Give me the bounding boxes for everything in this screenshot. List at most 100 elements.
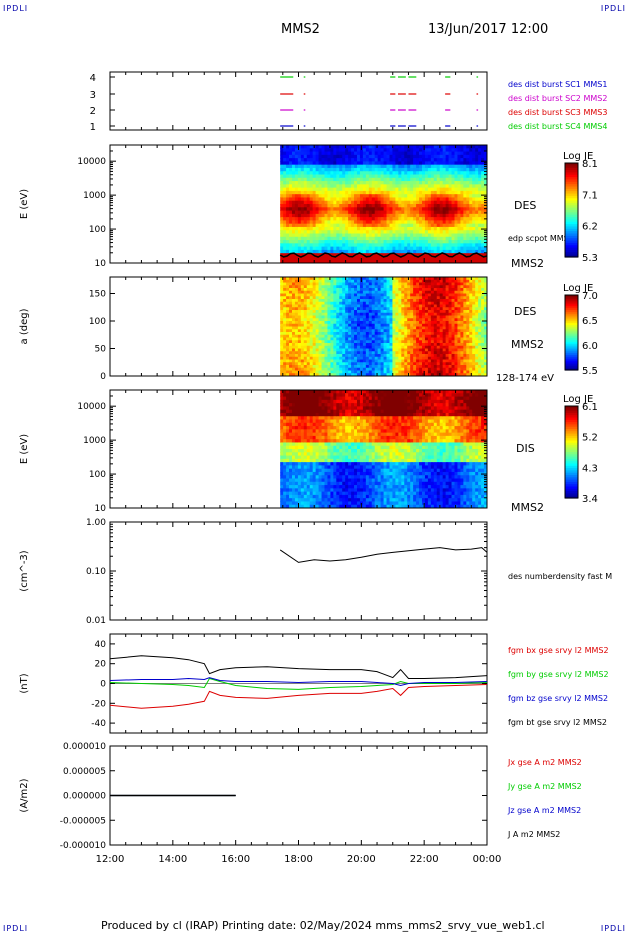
spectrogram-cell [481,249,485,254]
spectrogram-cell [392,177,396,182]
colorbar-cell [565,195,578,199]
spectrogram-cell [324,220,328,225]
spectrogram-cell [289,315,293,319]
spectrogram-cell [371,343,376,347]
spectrogram-cell [336,223,340,228]
spectrogram-cell [398,277,402,281]
spectrogram-cell [389,321,393,325]
spectrogram-cell [436,171,441,175]
spectrogram-cell [383,249,388,254]
spectrogram-cell [289,148,293,153]
spectrogram-cell [454,334,458,338]
spectrogram-cell [362,293,367,297]
spectrogram-cell [289,367,293,371]
spectrogram-cell [321,299,325,303]
spectrogram-cell [436,370,441,374]
spectrogram-cell [315,207,320,212]
spectrogram-cell [280,158,284,162]
spectrogram-cell [430,337,435,341]
spectrogram-cell [442,217,447,221]
spectrogram-cell [312,210,317,215]
spectrogram-cell [451,312,455,316]
spectrogram-cell [389,288,393,292]
spectrogram-cell [410,373,414,377]
colorbar-cell [565,252,578,256]
spectrogram-cell [354,164,358,169]
spectrogram-cell [306,164,311,169]
spectrogram-cell [333,210,337,215]
spectrogram-cell [421,329,426,333]
spectrogram-cell [303,233,308,238]
spectrogram-cell [333,174,337,179]
spectrogram-cell [330,204,334,208]
spectrogram-cell [445,282,450,286]
spectrogram-cell [383,365,388,369]
spectrogram-cell [312,243,317,248]
spectrogram-cell [416,177,420,182]
spectrogram-cell [362,151,367,156]
spectrogram-cell [481,220,485,225]
spectrogram-cell [416,210,420,215]
spectrogram-cell [300,332,305,336]
spectrogram-cell [315,329,320,333]
spectrogram-cell [309,307,314,311]
spectrogram-cell [294,334,299,338]
spectrogram-cell [445,365,450,369]
spectrogram-cell [380,204,385,208]
spectrogram-cell [297,226,302,231]
spectrogram-cell [454,312,458,316]
spectrogram-cell [448,226,453,231]
spectrogram-cell [333,332,337,336]
spectrogram-cell [371,315,376,319]
spectrogram-cell [371,296,376,300]
spectrogram-cell [436,200,441,205]
spectrogram-cell [336,204,340,208]
spectrogram-cell [413,184,417,189]
spectrogram-cell [436,217,441,221]
spectrogram-cell [300,337,305,341]
spectrogram-cell [362,299,367,303]
spectrogram-cell [424,207,429,212]
spectrogram-cell [427,197,432,202]
spectrogram-cell [416,243,420,248]
spectrogram-cell [356,249,361,254]
spectrogram-cell [442,340,447,344]
spectrogram-cell [469,164,473,169]
spectrogram-cell [392,240,396,244]
spectrogram-cell [392,223,396,228]
spectrogram-cell [463,177,467,182]
spectrogram-cell [445,161,450,166]
spectrogram-cell [377,337,382,341]
spectrogram-cell [383,151,388,156]
spectrogram-cell [475,249,479,254]
spectrogram-cell [365,253,370,257]
spectrogram-cell [404,329,408,333]
spectrogram-cell [365,230,370,234]
spectrogram-cell [354,240,358,244]
spectrogram-cell [374,174,379,179]
spectrogram-cell [333,158,337,162]
spectrogram-cell [478,240,482,244]
spectrogram-cell [472,230,476,234]
spectrogram-cell [421,343,426,347]
spectrogram-cell [404,184,408,189]
spectrogram-cell [386,161,390,166]
spectrogram-cell [330,343,334,347]
spectrogram-cell [380,285,385,289]
spectrogram-cell [430,365,435,369]
spectrogram-cell [324,279,328,283]
spectrogram-cell [365,233,370,238]
spectrogram-cell [454,356,458,360]
spectrogram-cell [321,249,325,254]
spectrogram-cell [430,200,435,205]
spectrogram-cell [413,337,417,341]
spectrogram-cell [416,181,420,185]
spectrogram-cell [469,233,473,238]
spectrogram-cell [404,277,408,281]
spectrogram-cell [377,370,382,374]
spectrogram-cell [439,256,444,261]
spectrogram-cell [336,279,340,283]
spectrogram-cell [291,326,296,330]
spectrogram-cell [401,233,405,238]
spectrogram-cell [368,249,373,254]
